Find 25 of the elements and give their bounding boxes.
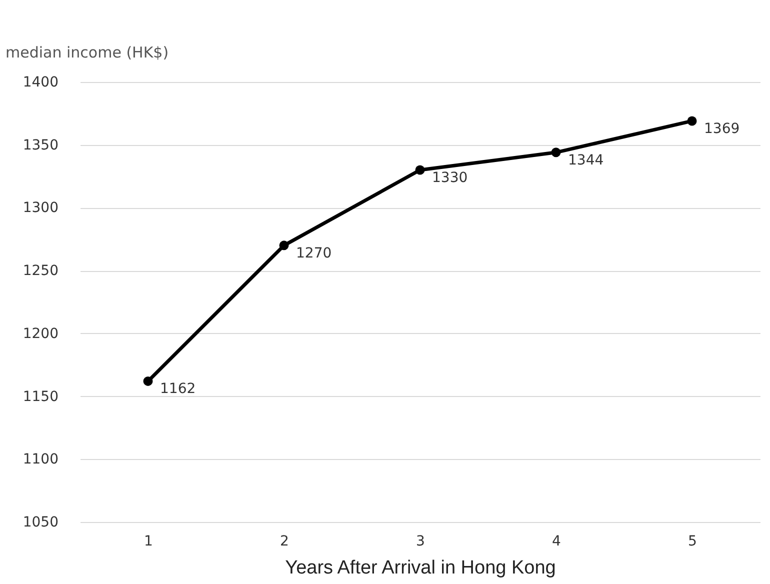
- data-label: 1344: [568, 152, 604, 168]
- y-tick-label: 1200: [22, 326, 58, 342]
- data-label: 1369: [704, 120, 740, 137]
- x-tick-label: 1: [144, 534, 153, 550]
- x-axis-title: Years After Arrival in Hong Kong: [285, 558, 556, 578]
- y-tick-label: 1400: [22, 74, 58, 90]
- point: [415, 165, 425, 175]
- x-tick-label: 3: [416, 534, 425, 550]
- y-axis-title: median income (HK$): [6, 44, 169, 62]
- y-tick-label: 1350: [22, 137, 58, 154]
- y-tick-label: 1300: [22, 200, 58, 216]
- point: [143, 376, 153, 386]
- data-label: 1330: [432, 170, 468, 186]
- point: [687, 116, 697, 126]
- y-tick-label: 1150: [22, 388, 58, 405]
- x-tick-label: 4: [552, 534, 562, 550]
- point: [551, 148, 561, 158]
- y-tick-label: 1250: [22, 263, 58, 280]
- x-tick-label: 5: [688, 534, 697, 550]
- point: [279, 240, 289, 250]
- y-tick-label: 1050: [22, 514, 58, 530]
- data-label: 1162: [160, 381, 196, 398]
- x-tick-label: 2: [280, 534, 289, 550]
- data-label: 1270: [296, 245, 332, 262]
- y-tick-label: 1100: [22, 452, 58, 468]
